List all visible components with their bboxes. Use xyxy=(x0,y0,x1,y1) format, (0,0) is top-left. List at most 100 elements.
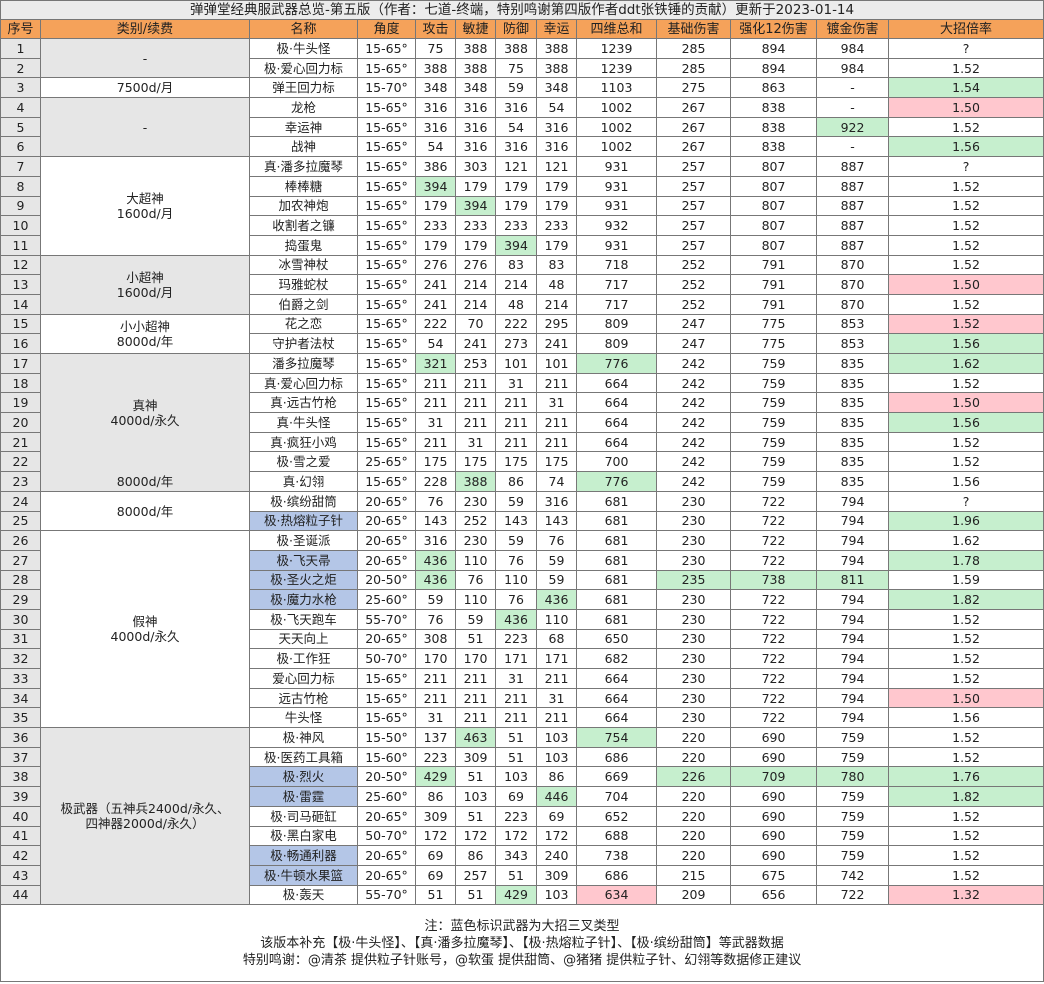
value-cell: 211 xyxy=(415,668,456,689)
name-cell: 极·畅通利器 xyxy=(249,845,358,866)
seq-cell: 39 xyxy=(0,786,41,807)
seq-cell: 21 xyxy=(0,431,41,453)
value-cell: 775 xyxy=(730,313,817,335)
weapon-row: 2 极·爱心回力标 15-65° 388 388 75 388 1239 285 894 984 1.… xyxy=(0,57,1044,79)
value-cell: 343 xyxy=(495,845,537,866)
seq-cell: 28 xyxy=(0,569,41,591)
value-cell: 775 xyxy=(730,333,817,354)
value-cell: 233 xyxy=(495,215,537,236)
value-cell: 15-65° xyxy=(357,136,416,158)
value-cell: 759 xyxy=(730,372,817,394)
value-cell: 1.52 xyxy=(887,215,1044,236)
value-cell: 257 xyxy=(656,195,731,217)
name-cell: 极·圣火之炬 xyxy=(249,569,358,591)
value-cell: 54 xyxy=(495,116,537,138)
value-cell: 759 xyxy=(730,471,817,492)
seq-cell: 10 xyxy=(0,215,41,236)
value-cell: 230 xyxy=(656,668,731,689)
value-cell: 15-65° xyxy=(357,333,416,354)
value-cell: 348 xyxy=(536,77,577,99)
seq-cell: 27 xyxy=(0,549,41,571)
value-cell: 59 xyxy=(536,569,577,591)
category-cell: 7500d/月 xyxy=(40,77,250,99)
value-cell: 15-65° xyxy=(357,156,416,177)
weapon-row: 32 极·工作狂 50-70° 170 170 171 171 682 230 722 794 1.5… xyxy=(0,648,1044,669)
seq-cell: 25 xyxy=(0,510,41,532)
value-cell: 394 xyxy=(455,195,496,217)
value-cell: ? xyxy=(887,156,1044,177)
value-cell: 436 xyxy=(415,569,456,591)
value-cell: 853 xyxy=(816,333,889,354)
value-cell: 1.52 xyxy=(887,628,1044,650)
value-cell: 252 xyxy=(656,254,731,276)
value-cell: 722 xyxy=(730,589,817,610)
name-cell: 战神 xyxy=(249,136,358,158)
value-cell: 31 xyxy=(495,372,537,394)
value-cell: 285 xyxy=(656,57,731,79)
value-cell: 175 xyxy=(536,451,577,473)
value-cell: 257 xyxy=(656,156,731,177)
value-cell: 15-65° xyxy=(357,687,416,709)
footer-line: 注：蓝色标识武器为大招三叉类型 xyxy=(424,918,620,934)
value-cell: 295 xyxy=(536,313,577,335)
value-cell: 776 xyxy=(576,353,657,374)
value-cell: 388 xyxy=(536,57,577,79)
weapon-row: 6 战神 15-65° 54 316 316 316 1002 267 838-1.56 xyxy=(0,136,1044,158)
value-cell: 230 xyxy=(656,490,731,512)
value-cell: 51 xyxy=(455,884,496,906)
value-cell: 86 xyxy=(495,471,537,492)
weapon-row: 16 守护者法杖 15-65° 54 241 273 241 809 247 775 853 1.56 xyxy=(0,333,1044,354)
seq-cell: 8 xyxy=(0,175,41,197)
value-cell: 69 xyxy=(536,805,577,827)
value-cell: 15-65° xyxy=(357,392,416,414)
value-cell: 887 xyxy=(816,215,889,236)
value-cell: 31 xyxy=(536,687,577,709)
value-cell: 20-65° xyxy=(357,805,416,827)
value-cell: 179 xyxy=(536,195,577,217)
value-cell: 223 xyxy=(495,805,537,827)
value-cell: 835 xyxy=(816,412,889,433)
value-cell: 230 xyxy=(656,589,731,610)
name-cell: 远古竹枪 xyxy=(249,687,358,709)
value-cell: 20-65° xyxy=(357,490,416,512)
value-cell: 838 xyxy=(730,116,817,138)
value-cell: 171 xyxy=(536,648,577,669)
value-cell: 887 xyxy=(816,195,889,217)
value-cell: 394 xyxy=(415,175,456,197)
value-cell: 742 xyxy=(816,864,889,886)
value-cell: 722 xyxy=(730,687,817,709)
value-cell: 15-60° xyxy=(357,746,416,768)
category-cell: 8000d/年 xyxy=(40,490,250,532)
value-cell: 76 xyxy=(415,490,456,512)
value-cell: 722 xyxy=(730,707,817,729)
value-cell: 794 xyxy=(816,687,889,709)
value-cell: 230 xyxy=(455,490,496,512)
value-cell: 316 xyxy=(495,97,537,118)
value-cell: 103 xyxy=(536,746,577,768)
name-cell: 极·爱心回力标 xyxy=(249,57,358,79)
value-cell: 54 xyxy=(415,136,456,158)
value-cell: 179 xyxy=(495,195,537,217)
value-cell: 74 xyxy=(536,471,577,492)
value-cell: 887 xyxy=(816,175,889,197)
value-cell: 241 xyxy=(536,333,577,354)
value-cell: 220 xyxy=(656,825,731,847)
seq-cell: 30 xyxy=(0,608,41,630)
value-cell: 682 xyxy=(576,648,657,669)
value-cell: 794 xyxy=(816,648,889,669)
value-cell: 220 xyxy=(656,746,731,768)
value-cell: 211 xyxy=(495,392,537,414)
name-cell: 玛雅蛇杖 xyxy=(249,274,358,295)
value-cell: 51 xyxy=(415,884,456,906)
value-cell: 211 xyxy=(415,372,456,394)
value-cell: 388 xyxy=(455,57,496,79)
value-cell: 31 xyxy=(415,707,456,729)
value-cell: 220 xyxy=(656,845,731,866)
value-cell: 171 xyxy=(495,648,537,669)
name-cell: 极·魔力水枪 xyxy=(249,589,358,610)
value-cell: 690 xyxy=(730,727,817,748)
value-cell: 15-65° xyxy=(357,215,416,236)
value-cell: 316 xyxy=(415,530,456,551)
seq-cell: 15 xyxy=(0,313,41,335)
value-cell: 759 xyxy=(730,392,817,414)
